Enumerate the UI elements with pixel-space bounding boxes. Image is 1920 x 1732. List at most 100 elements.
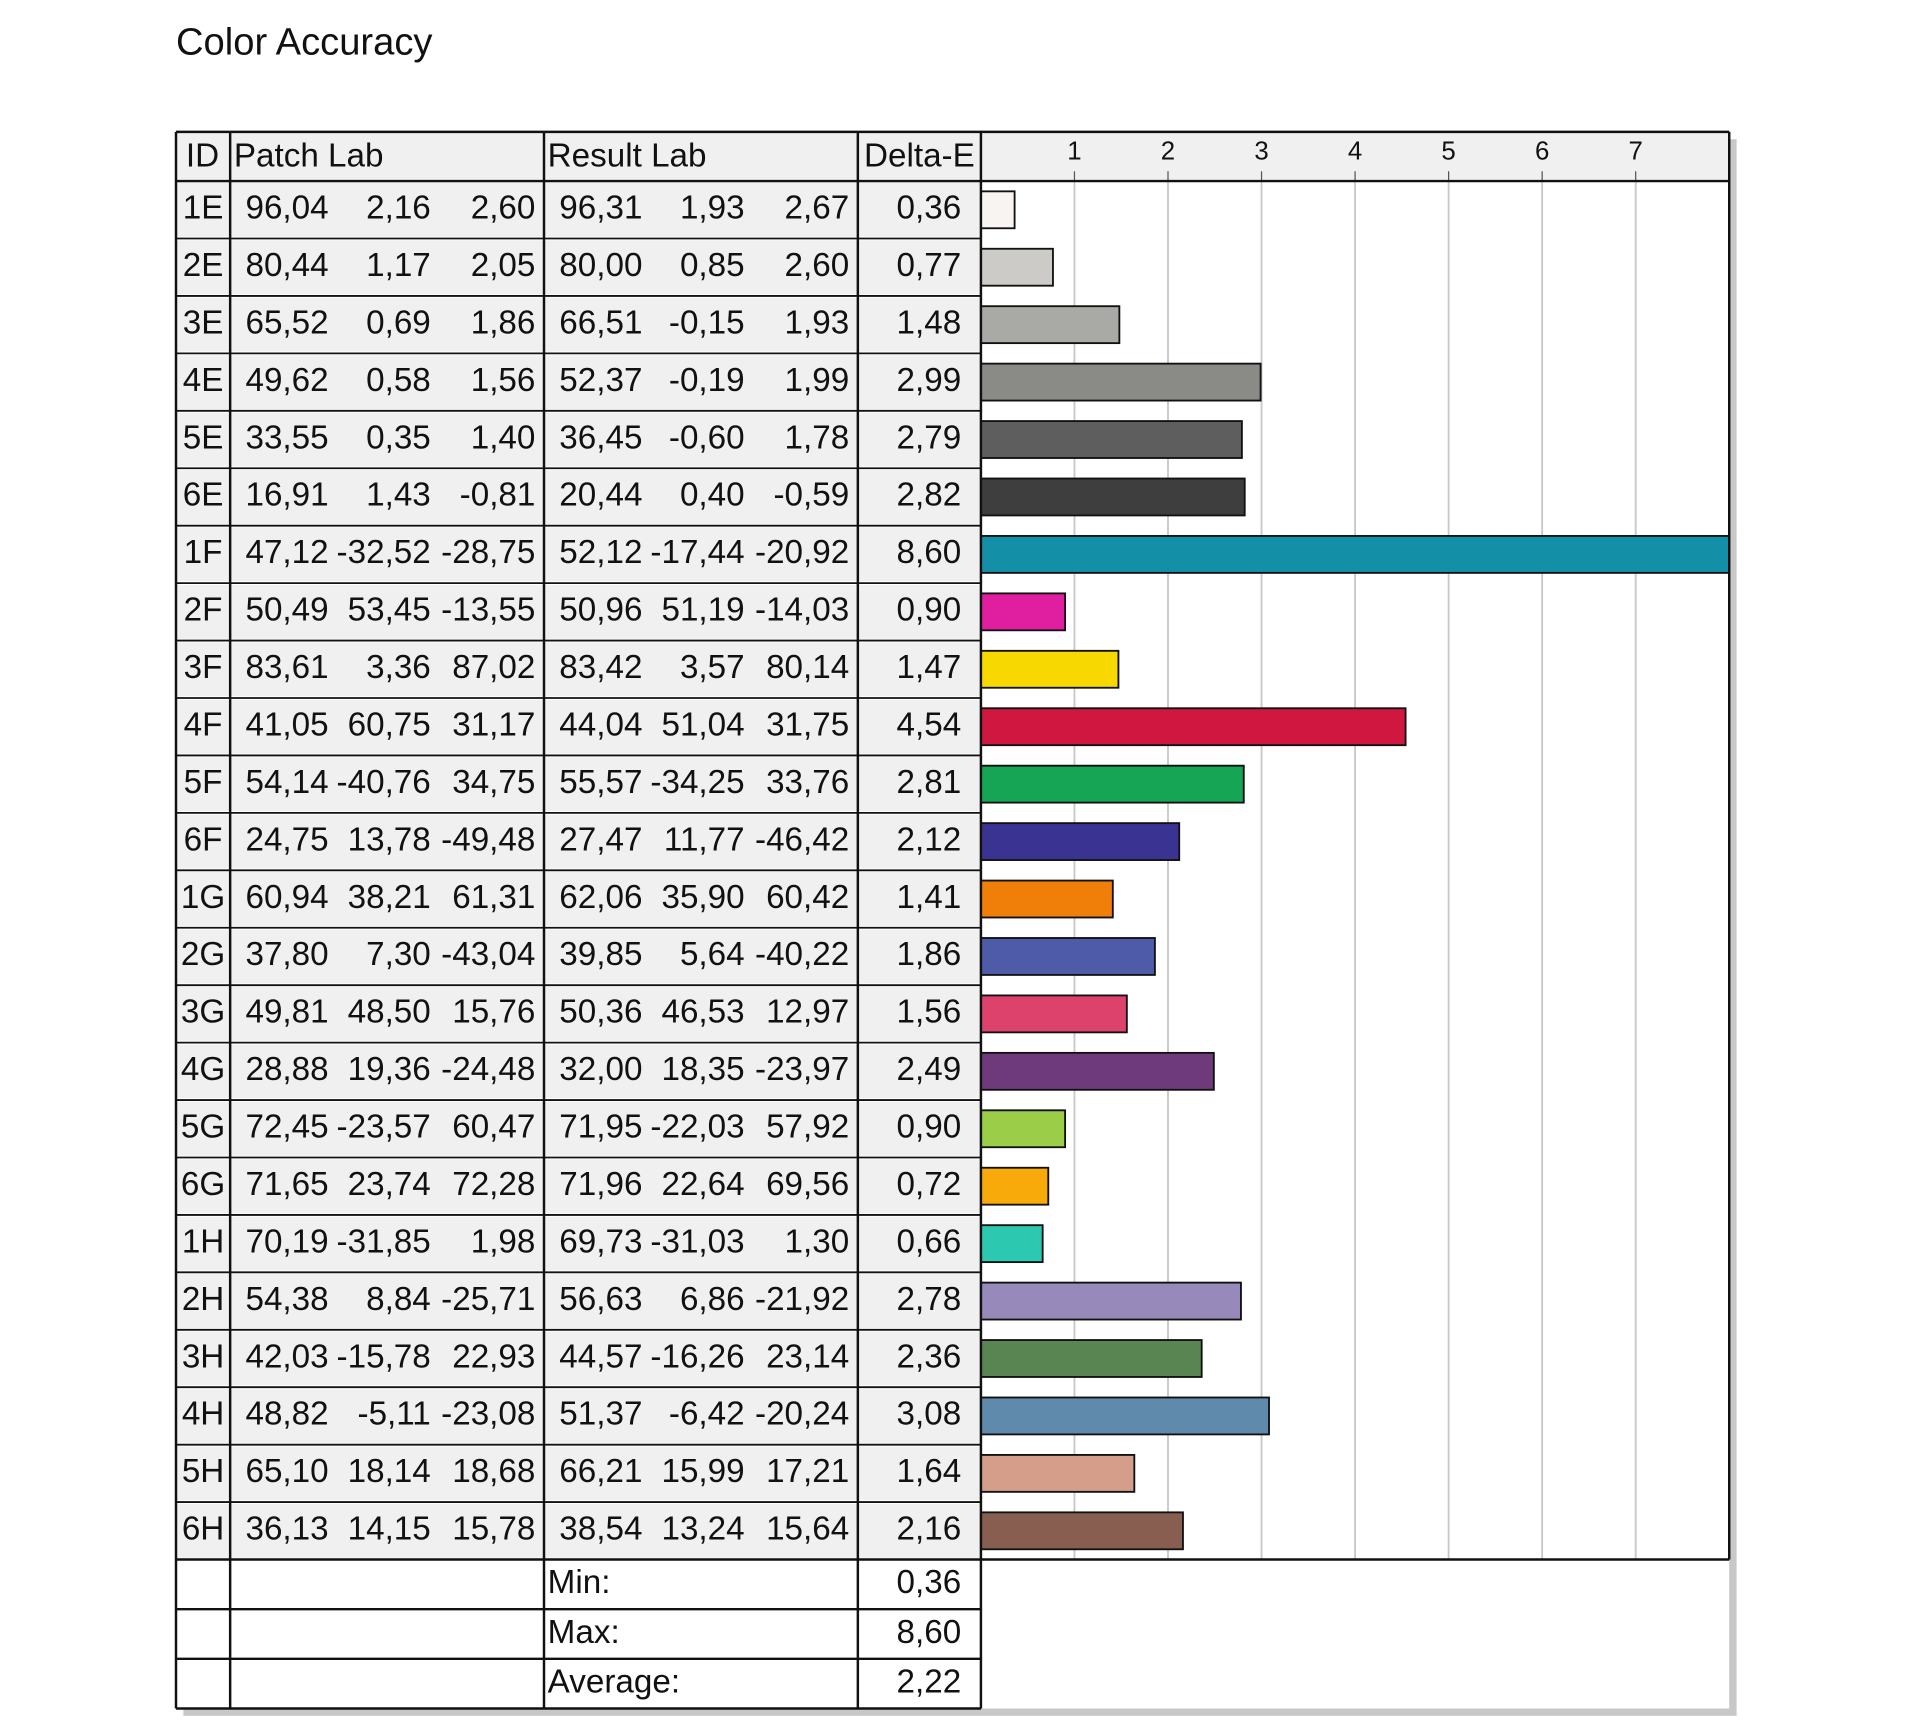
- delta-e: 0,36: [897, 190, 962, 227]
- result-lab: 15,64: [766, 1511, 849, 1548]
- delta-e: 2,16: [897, 1511, 962, 1548]
- bar: [980, 1281, 1242, 1321]
- delta-e: 2,82: [897, 477, 962, 514]
- row-id: 5E: [183, 419, 224, 456]
- result-lab: -23,97: [755, 1051, 849, 1088]
- patch-lab: 37,80: [245, 936, 328, 973]
- row-id: 5F: [184, 764, 223, 801]
- bar: [980, 822, 1181, 861]
- patch-lab: 3,36: [366, 649, 431, 686]
- patch-lab: 1,98: [471, 1223, 536, 1260]
- patch-lab: -49,48: [441, 821, 535, 858]
- patch-lab: -32,52: [337, 534, 431, 571]
- result-lab: -0,15: [669, 304, 745, 341]
- delta-e: 1,48: [897, 304, 962, 341]
- x-tick-label: 4: [1348, 138, 1362, 166]
- bar: [980, 592, 1067, 632]
- result-lab: 17,21: [766, 1453, 849, 1490]
- result-lab: -16,26: [650, 1338, 744, 1375]
- row-id: 6E: [183, 477, 224, 514]
- delta-e: 2,49: [897, 1051, 962, 1088]
- patch-lab: 23,74: [348, 1166, 431, 1203]
- result-lab: 2,67: [785, 190, 850, 227]
- row-id: 6G: [181, 1166, 225, 1203]
- row-id: 4F: [184, 706, 223, 743]
- result-lab: -0,59: [774, 477, 850, 514]
- bar: [980, 1109, 1067, 1149]
- bar: [980, 1224, 1044, 1264]
- bar: [980, 1454, 1136, 1493]
- delta-e: 2,81: [897, 764, 962, 801]
- patch-lab: -31,85: [337, 1223, 431, 1260]
- result-lab: 50,36: [559, 994, 642, 1031]
- result-lab: -20,24: [755, 1396, 849, 1433]
- summary-value: 0,36: [897, 1564, 962, 1601]
- patch-lab: 61,31: [452, 879, 535, 916]
- result-lab: 33,76: [766, 764, 849, 801]
- bar: [980, 879, 1114, 919]
- result-lab: 36,45: [559, 419, 642, 456]
- row-id: 4G: [181, 1051, 225, 1088]
- summary-label: Min:: [548, 1564, 611, 1601]
- result-lab: 52,12: [559, 534, 642, 571]
- patch-lab: 0,58: [366, 362, 431, 399]
- patch-lab: 18,14: [348, 1453, 431, 1490]
- row-id: 1H: [182, 1223, 224, 1260]
- content: 1 2 3 4 5 6 7 ID Patch Lab Result Lab Delta-E 1E 96,…: [174, 130, 1731, 1710]
- result-lab: 2,60: [785, 247, 850, 284]
- patch-lab: 42,03: [245, 1338, 328, 1375]
- patch-lab: 18,68: [452, 1453, 535, 1490]
- delta-e: 0,90: [897, 592, 962, 629]
- patch-lab: 50,49: [245, 592, 328, 629]
- bar: [980, 1339, 1203, 1378]
- result-lab: 0,85: [680, 247, 745, 284]
- bar: [980, 535, 1730, 574]
- patch-lab: 0,35: [366, 419, 431, 456]
- result-lab: 6,86: [680, 1281, 745, 1318]
- result-lab: 66,51: [559, 304, 642, 341]
- result-lab: -34,25: [650, 764, 744, 801]
- delta-e: 2,99: [897, 362, 962, 399]
- delta-e: 2,12: [897, 821, 962, 858]
- result-lab: 13,24: [661, 1511, 744, 1548]
- result-lab: 51,19: [661, 592, 744, 629]
- result-lab: 5,64: [680, 936, 745, 973]
- patch-lab: 13,78: [348, 821, 431, 858]
- result-lab: -20,92: [755, 534, 849, 571]
- patch-lab: 80,44: [245, 247, 328, 284]
- patch-lab: 71,65: [245, 1166, 328, 1203]
- patch-lab: 38,21: [348, 879, 431, 916]
- row-id: 1E: [183, 190, 224, 227]
- row-id: 2E: [183, 247, 224, 284]
- patch-lab: 28,88: [245, 1051, 328, 1088]
- delta-e: 2,36: [897, 1338, 962, 1375]
- result-lab: 44,04: [559, 706, 642, 743]
- bar: [980, 420, 1243, 459]
- result-lab: 83,42: [559, 649, 642, 686]
- patch-lab: 72,45: [245, 1109, 328, 1146]
- patch-lab: 16,91: [245, 477, 328, 514]
- summary-value: 2,22: [897, 1663, 962, 1700]
- result-lab: 44,57: [559, 1338, 642, 1375]
- result-lab: 1,30: [785, 1223, 850, 1260]
- row-id: 3F: [184, 649, 223, 686]
- patch-lab: 49,81: [245, 994, 328, 1031]
- delta-e: 1,56: [897, 994, 962, 1031]
- patch-lab: -23,57: [337, 1109, 431, 1146]
- patch-lab: -23,08: [441, 1396, 535, 1433]
- patch-lab: 49,62: [245, 362, 328, 399]
- patch-lab: 60,94: [245, 879, 328, 916]
- result-lab: 69,73: [559, 1223, 642, 1260]
- result-lab: 56,63: [559, 1281, 642, 1318]
- patch-lab: -0,81: [460, 477, 536, 514]
- delta-e: 0,72: [897, 1166, 962, 1203]
- result-lab: -0,60: [669, 419, 745, 456]
- patch-lab: 1,56: [471, 362, 536, 399]
- bar: [980, 707, 1407, 747]
- bar: [980, 1166, 1050, 1206]
- patch-lab: 41,05: [245, 706, 328, 743]
- patch-lab: 2,05: [471, 247, 536, 284]
- result-lab: -40,22: [755, 936, 849, 973]
